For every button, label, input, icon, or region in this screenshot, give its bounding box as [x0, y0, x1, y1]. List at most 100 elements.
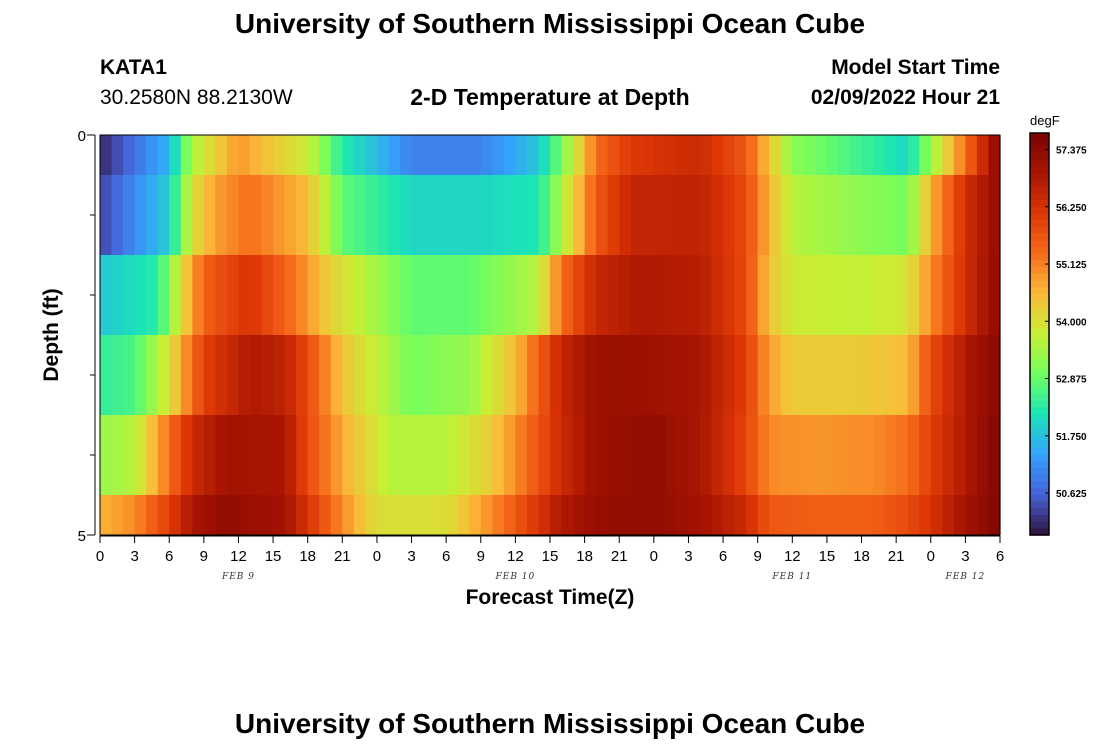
heatmap-cell [688, 255, 701, 336]
heatmap-cell [953, 135, 966, 176]
heatmap-cell [169, 135, 182, 176]
colorbar-tick-label: 54.000 [1056, 317, 1087, 328]
colorbar-segment [1030, 226, 1049, 235]
heatmap-cell [619, 135, 632, 176]
heatmap-cell [850, 175, 863, 256]
colorbar-segment [1030, 179, 1049, 188]
x-axis-label: Forecast Time(Z) [466, 586, 635, 609]
heatmap-cell [284, 415, 297, 496]
heatmap-cell [457, 415, 470, 496]
colorbar-segment [1030, 501, 1049, 509]
colorbar-unit-label: degF [1030, 113, 1060, 128]
heatmap-cell [769, 495, 782, 536]
heatmap-cell [826, 255, 840, 336]
heatmap-cell [100, 135, 113, 176]
colorbar-segment [1030, 414, 1049, 422]
colorbar-segment [1030, 320, 1049, 328]
heatmap-cell [988, 415, 1001, 496]
heatmap-cell [480, 255, 493, 336]
heatmap-cell [607, 135, 620, 176]
heatmap-cell [584, 495, 597, 536]
heatmap-cell [492, 135, 505, 176]
heatmap-cell [596, 495, 609, 536]
heatmap-cell [273, 335, 286, 416]
heatmap-cell [157, 335, 170, 416]
heatmap-cell [584, 335, 597, 416]
x-tick-label: 21 [611, 548, 628, 565]
heatmap-cell [653, 495, 666, 536]
heatmap-cell [607, 415, 620, 496]
heatmap-cell [400, 335, 413, 416]
heatmap-cell [665, 415, 678, 496]
x-tick-label: 0 [373, 548, 381, 565]
heatmap-cell [919, 415, 932, 496]
heatmap-cell [157, 135, 170, 176]
heatmap-cell [296, 255, 309, 336]
heatmap-cell [757, 135, 770, 176]
heatmap-cell [457, 255, 470, 336]
heatmap-cell [919, 495, 932, 536]
colorbar-tick-label: 51.750 [1056, 432, 1087, 443]
heatmap-cell [134, 335, 147, 416]
heatmap-cell [757, 175, 770, 256]
heatmap-cell [319, 495, 332, 536]
heatmap-cell [123, 135, 136, 176]
heatmap-cell [596, 335, 609, 416]
heatmap-cell [526, 175, 540, 256]
heatmap-cell [100, 175, 113, 256]
heatmap-cell [873, 135, 886, 176]
x-tick-label: 21 [888, 548, 905, 565]
heatmap-cell [180, 135, 193, 176]
heatmap-cell [226, 175, 240, 256]
heatmap-cell [180, 335, 193, 416]
heatmap-cell [469, 175, 482, 256]
heatmap-cell [653, 415, 666, 496]
x-tick-label: 12 [230, 548, 247, 565]
heatmap-cell [746, 335, 759, 416]
heatmap-cell [296, 415, 309, 496]
heatmap-cell [307, 335, 320, 416]
heatmap-cell [942, 495, 955, 536]
heatmap-cell [619, 415, 632, 496]
heatmap-cell [665, 175, 678, 256]
heatmap-cell [434, 135, 447, 176]
heatmap-cell [884, 415, 897, 496]
heatmap-cell [111, 335, 124, 416]
heatmap-cell [561, 135, 574, 176]
heatmap-cell [446, 135, 459, 176]
heatmap-cell [469, 135, 482, 176]
colorbar-segment [1030, 468, 1049, 476]
heatmap-cell [792, 335, 805, 416]
heatmap-cell [353, 415, 366, 496]
heatmap-cell [457, 495, 470, 536]
colorbar-segment [1030, 280, 1049, 288]
heatmap-cell [550, 335, 563, 416]
heatmap-cell [953, 255, 966, 336]
heatmap-cell [561, 495, 574, 536]
heatmap-cell [284, 135, 297, 176]
heatmap-cell [573, 335, 586, 416]
heatmap-cell [907, 415, 920, 496]
heatmap-cell [988, 335, 1001, 416]
heatmap-cell [665, 495, 678, 536]
heatmap-cell [850, 495, 863, 536]
heatmap-cell [238, 135, 251, 176]
heatmap-cell [769, 175, 782, 256]
heatmap-cell [134, 495, 147, 536]
station-id: KATA1 [100, 56, 167, 79]
colorbar-segment [1030, 159, 1049, 168]
heatmap-cell [319, 135, 332, 176]
heatmap-cell [503, 135, 516, 176]
heatmap-cell [976, 335, 990, 416]
x-tick-label: 9 [754, 548, 762, 565]
heatmap-cell [353, 175, 366, 256]
heatmap-cell [284, 495, 297, 536]
heatmap-cell [896, 255, 909, 336]
heatmap-cell [734, 415, 747, 496]
heatmap-cell [700, 255, 713, 336]
heatmap-cell [226, 135, 240, 176]
x-tick-label: 3 [961, 548, 969, 565]
heatmap-cell [826, 335, 840, 416]
heatmap-cell [873, 415, 886, 496]
